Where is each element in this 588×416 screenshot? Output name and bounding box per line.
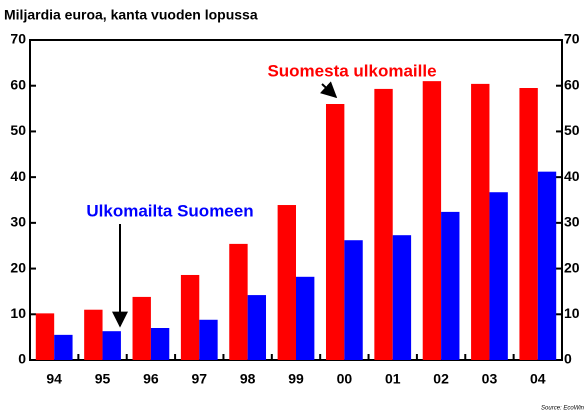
bar xyxy=(422,81,442,361)
x-tick-label: 94 xyxy=(46,371,62,387)
bar xyxy=(374,88,393,361)
series-annotation: Suomesta ulkomaille xyxy=(267,61,436,80)
bar xyxy=(296,276,315,360)
x-tick-label: 02 xyxy=(433,371,449,387)
annotation-arrow xyxy=(320,81,338,99)
y2-tick-label: 70 xyxy=(564,31,580,47)
y2-tick-label: 10 xyxy=(564,305,580,321)
y2-tick-label: 20 xyxy=(564,259,580,275)
bar xyxy=(84,309,103,360)
bar xyxy=(199,319,218,360)
y-tick-label: 60 xyxy=(10,76,26,92)
bar xyxy=(35,313,55,360)
y-tick-label: 30 xyxy=(10,214,26,230)
y-tick-label: 20 xyxy=(10,259,26,275)
bar xyxy=(247,295,267,360)
bar xyxy=(519,88,538,360)
bar xyxy=(325,104,345,360)
x-tick-label: 01 xyxy=(385,371,401,387)
y2-tick-label: 0 xyxy=(564,351,572,367)
bar xyxy=(441,211,460,360)
source-note: Source: EcoWin xyxy=(541,406,585,412)
y2-tick-label: 60 xyxy=(564,76,580,92)
y2-tick-label: 30 xyxy=(564,214,580,230)
bar xyxy=(344,240,363,360)
bar xyxy=(229,243,248,360)
bar xyxy=(180,274,200,360)
y-tick-label: 40 xyxy=(10,168,26,184)
bar xyxy=(489,192,508,360)
x-tick-label: 98 xyxy=(240,371,256,387)
bar xyxy=(54,334,73,360)
bar xyxy=(150,328,170,360)
y2-tick-label: 50 xyxy=(564,122,580,138)
y-tick-label: 50 xyxy=(10,122,26,138)
y-tick-label: 10 xyxy=(10,305,26,321)
x-tick-label: 95 xyxy=(95,371,111,387)
bar xyxy=(132,296,151,360)
chart-subtitle: Miljardia euroa, kanta vuoden lopussa xyxy=(4,7,258,23)
x-tick-label: 00 xyxy=(337,371,353,387)
y2-tick-label: 40 xyxy=(564,168,580,184)
x-tick-label: 97 xyxy=(191,371,207,387)
x-tick-label: 96 xyxy=(143,371,159,387)
series-annotation: Ulkomailta Suomeen xyxy=(86,201,253,220)
bar xyxy=(471,83,490,360)
x-tick-label: 99 xyxy=(288,371,304,387)
x-tick-label: 03 xyxy=(482,371,498,387)
y-tick-label: 0 xyxy=(18,351,26,367)
bar xyxy=(277,205,296,360)
x-tick-label: 04 xyxy=(530,371,546,387)
bar xyxy=(392,235,412,360)
bar xyxy=(102,331,121,360)
bar xyxy=(537,171,557,360)
y-tick-label: 70 xyxy=(10,31,26,47)
